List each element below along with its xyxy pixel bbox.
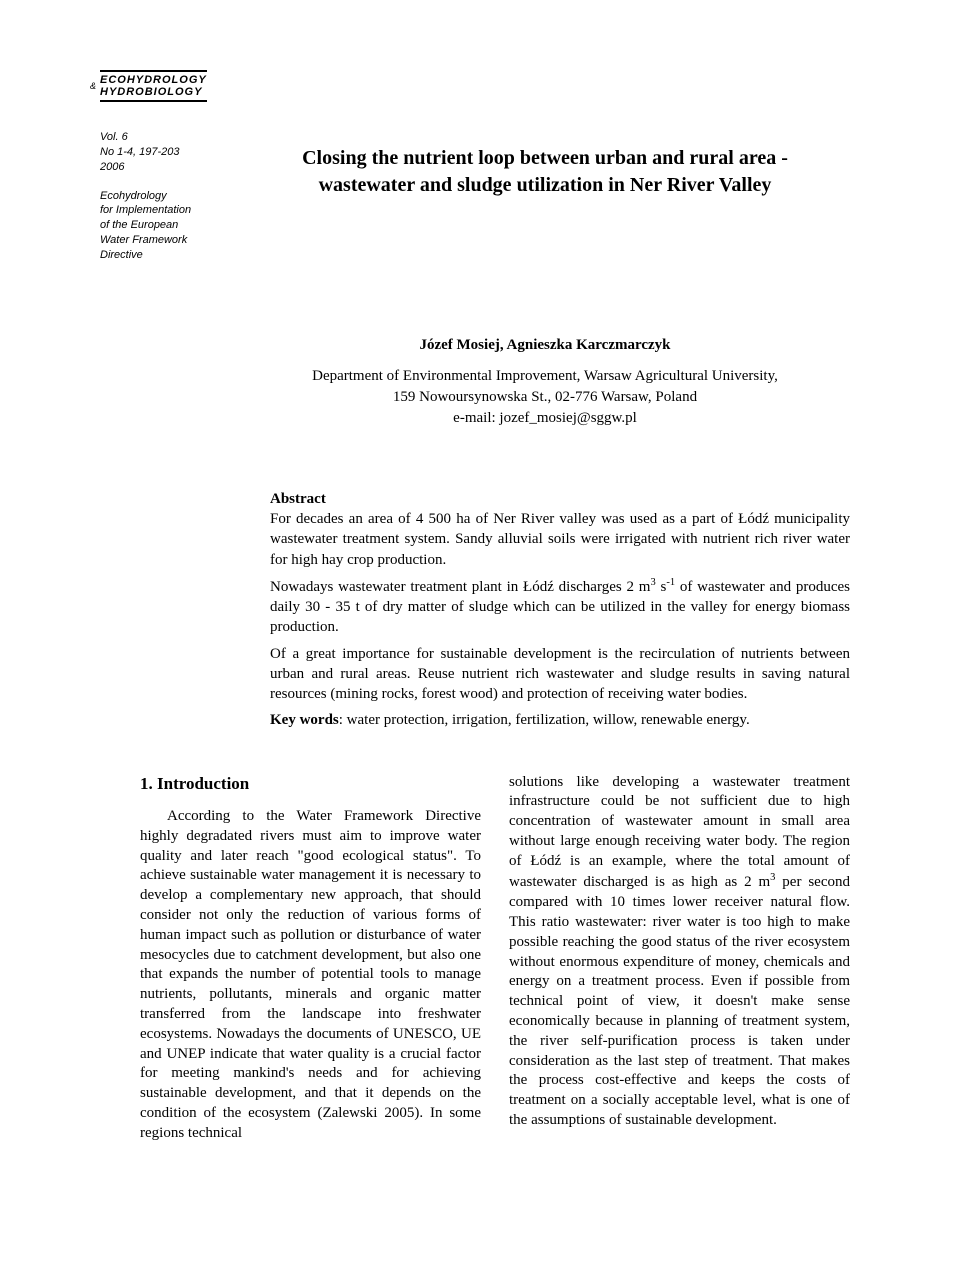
authors: Józef Mosiej, Agnieszka Karczmarczyk bbox=[230, 337, 860, 354]
article-title-block: Closing the nutrient loop between urban … bbox=[230, 130, 860, 199]
title-line2: wastewater and sludge utilization in Ner… bbox=[230, 172, 860, 199]
journal-line1: ECOHYDROLOGY bbox=[100, 74, 207, 86]
section-line: Directive bbox=[100, 248, 210, 263]
section-line: Ecohydrology bbox=[100, 189, 210, 204]
authors-block: Józef Mosiej, Agnieszka Karczmarczyk Dep… bbox=[230, 337, 860, 429]
affiliation-line: e-mail: jozef_mosiej@sggw.pl bbox=[230, 408, 860, 429]
year: 2006 bbox=[100, 160, 210, 175]
title-line1: Closing the nutrient loop between urban … bbox=[230, 145, 860, 172]
intro-para-col1: According to the Water Framework Directi… bbox=[140, 807, 481, 1144]
header-row: Vol. 6 No 1-4, 197-203 2006 Ecohydrology… bbox=[100, 130, 860, 277]
abstract-para-2: Nowadays wastewater treatment plant in Ł… bbox=[270, 576, 850, 638]
abstract-block: Abstract For decades an area of 4 500 ha… bbox=[270, 489, 850, 731]
abstract-para-3: Of a great importance for sustainable de… bbox=[270, 644, 850, 705]
column-right: solutions like developing a wastewater t… bbox=[509, 773, 850, 1144]
section-line: Water Framework bbox=[100, 233, 210, 248]
intro-para-col2: solutions like developing a wastewater t… bbox=[509, 773, 850, 1131]
affiliation: Department of Environmental Improvement,… bbox=[230, 366, 860, 429]
article-title: Closing the nutrient loop between urban … bbox=[230, 145, 860, 199]
col2-a: solutions like developing a wastewater t… bbox=[509, 774, 850, 891]
column-left: 1. Introduction According to the Water F… bbox=[140, 773, 481, 1144]
page: ECOHYDROLOGY HYDROBIOLOGY Vol. 6 No 1-4,… bbox=[0, 0, 960, 1203]
affiliation-line: Department of Environmental Improvement,… bbox=[230, 366, 860, 387]
section-block: Ecohydrology for Implementation of the E… bbox=[100, 189, 210, 263]
keywords-line: Key words: water protection, irrigation,… bbox=[270, 710, 850, 730]
section-line: of the European bbox=[100, 218, 210, 233]
abstract-heading: Abstract bbox=[270, 489, 850, 509]
section-line: for Implementation bbox=[100, 203, 210, 218]
affiliation-line: 159 Nowoursynowska St., 02-776 Warsaw, P… bbox=[230, 387, 860, 408]
abstract-p2-a: Nowadays wastewater treatment plant in Ł… bbox=[270, 579, 650, 595]
volume-block: Vol. 6 No 1-4, 197-203 2006 bbox=[100, 130, 210, 175]
issue: No 1-4, 197-203 bbox=[100, 145, 210, 160]
keywords-label: Key words bbox=[270, 712, 339, 728]
sidebar-meta: Vol. 6 No 1-4, 197-203 2006 Ecohydrology… bbox=[100, 130, 230, 277]
col2-b: per second compared with 10 times lower … bbox=[509, 874, 850, 1128]
volume: Vol. 6 bbox=[100, 130, 210, 145]
abstract-para-1: For decades an area of 4 500 ha of Ner R… bbox=[270, 509, 850, 570]
journal-line2: HYDROBIOLOGY bbox=[100, 86, 207, 98]
keywords-text: : water protection, irrigation, fertiliz… bbox=[339, 712, 750, 728]
section-heading: 1. Introduction bbox=[140, 773, 481, 795]
superscript-neg1: -1 bbox=[666, 577, 675, 588]
body-columns: 1. Introduction According to the Water F… bbox=[140, 773, 850, 1144]
journal-logo: ECOHYDROLOGY HYDROBIOLOGY bbox=[100, 70, 207, 102]
abstract-p2-b: s bbox=[656, 579, 667, 595]
